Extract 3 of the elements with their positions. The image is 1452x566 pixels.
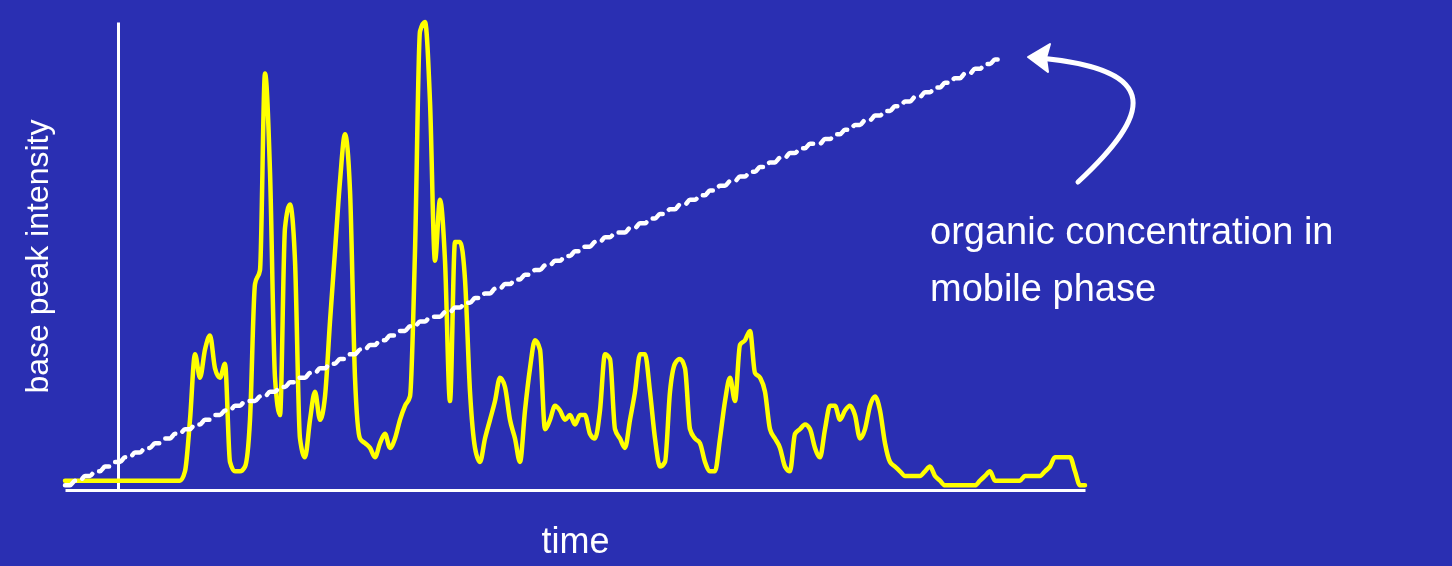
x-axis-title: time	[541, 519, 610, 561]
y-axis-title: base peak intensity	[18, 119, 55, 394]
annotation: organic concentration in mobile phase	[930, 210, 1334, 309]
